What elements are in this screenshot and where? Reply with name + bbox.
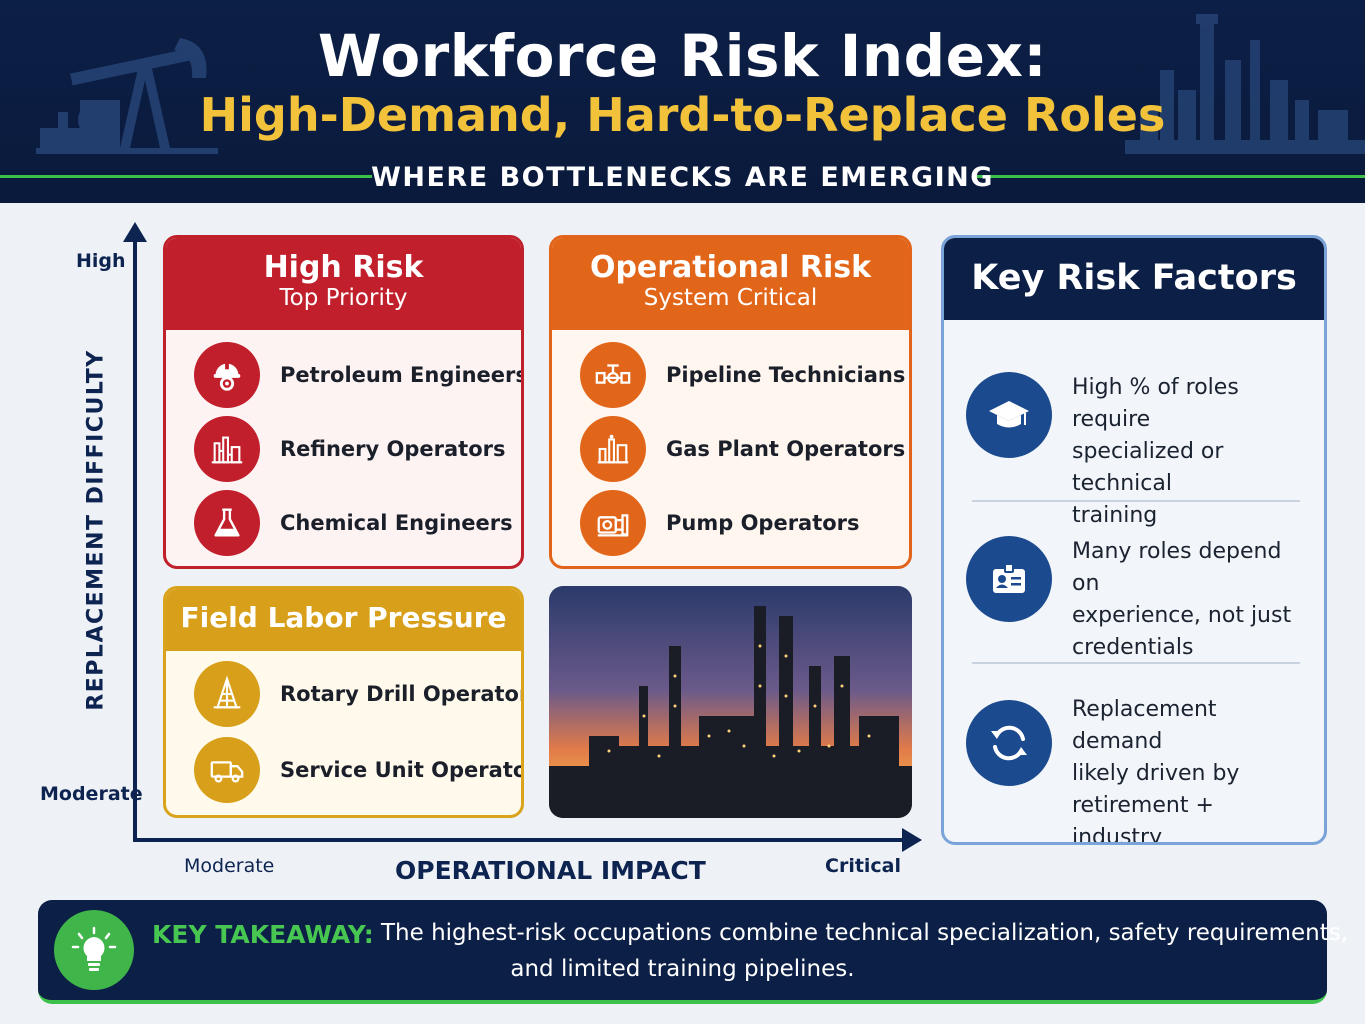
field-labor-quadrant: Field Labor Pressure Rotary Drill Operat…	[163, 586, 524, 818]
x-axis-high-label: Critical	[825, 855, 902, 877]
tagline-row: WHERE BOTTLENECKS ARE EMERGING	[0, 160, 1365, 196]
takeaway-label: KEY TAKEAWAY:	[152, 920, 374, 949]
id-badge-icon	[966, 536, 1052, 622]
x-axis-low-label: Moderate	[184, 855, 275, 877]
field-labor-header: Field Labor Pressure	[166, 589, 521, 651]
risk-factor-item: Replacement demand likely driven by reti…	[966, 694, 1306, 845]
item-label: Gas Plant Operators	[666, 437, 906, 461]
risk-factor-line: specialized or technical	[1072, 439, 1224, 496]
risk-factor-item: Many roles depend on experience, not jus…	[966, 536, 1306, 664]
risk-factor-line: training	[1072, 503, 1158, 528]
refinery-photo	[549, 586, 912, 818]
flask-icon	[194, 490, 260, 556]
field-labor-title: Field Labor Pressure	[180, 601, 507, 634]
list-item: Refinery Operators	[194, 414, 506, 484]
list-item: Gas Plant Operators	[580, 414, 905, 484]
list-item: Service Unit Operators	[194, 735, 524, 805]
risk-factor-line: High % of roles require	[1072, 375, 1239, 432]
risk-factor-line: likely driven by	[1072, 761, 1240, 786]
y-axis-title: REPLACEMENT DIFFICULTY	[83, 349, 109, 711]
item-label: Rotary Drill Operators	[280, 682, 524, 706]
refinery-icon	[194, 416, 260, 482]
refresh-cycle-icon	[966, 700, 1052, 786]
high-risk-subtitle: Top Priority	[279, 285, 408, 311]
item-label: Chemical Engineers	[280, 511, 513, 535]
oil-industry-silhouette-icon	[36, 14, 1365, 154]
page-title: Workforce Risk Index:	[317, 22, 1048, 90]
y-axis-low-label: Moderate	[40, 783, 143, 805]
service-truck-icon	[194, 737, 260, 803]
list-item: Petroleum Engineers	[194, 340, 524, 410]
list-item: Chemical Engineers	[194, 488, 513, 558]
list-item: Pump Operators	[580, 488, 860, 558]
operational-risk-title: Operational Risk	[589, 250, 872, 285]
item-label: Service Unit Operators	[280, 758, 524, 782]
risk-factor-text: Many roles depend on experience, not jus…	[1072, 536, 1306, 664]
page-subtitle: High-Demand, Hard-to-Replace Roles	[199, 88, 1166, 142]
takeaway-text-line1: The highest-risk occupations combine tec…	[381, 920, 1349, 946]
x-axis-title: OPERATIONAL IMPACT	[395, 856, 706, 885]
tagline-rule-left	[0, 175, 372, 178]
high-risk-header: High Risk Top Priority	[166, 238, 521, 330]
key-takeaway-banner: KEY TAKEAWAY: The highest-risk occupatio…	[38, 900, 1348, 1004]
risk-factor-line: experience, not just	[1072, 603, 1292, 628]
graduation-cap-icon	[966, 372, 1052, 458]
y-axis-high-label: High	[76, 250, 126, 272]
risk-factor-text: Replacement demand likely driven by reti…	[1072, 694, 1306, 845]
divider	[972, 662, 1300, 664]
operational-risk-header: Operational Risk System Critical	[552, 238, 909, 330]
tagline-rule-right	[975, 175, 1365, 178]
key-risk-factors-panel: Key Risk Factors High % of roles require…	[941, 235, 1327, 845]
x-axis-arrow-icon	[902, 828, 922, 852]
y-axis-arrow-icon	[123, 222, 147, 242]
high-risk-quadrant: High Risk Top Priority Petroleum Enginee…	[163, 235, 524, 569]
gas-plant-icon	[580, 416, 646, 482]
operational-risk-quadrant: Operational Risk System Critical Pipelin…	[549, 235, 912, 569]
risk-factor-item: High % of roles require specialized or t…	[966, 372, 1306, 532]
engineer-hardhat-icon	[194, 342, 260, 408]
pump-icon	[580, 490, 646, 556]
item-label: Refinery Operators	[280, 437, 506, 461]
list-item: Rotary Drill Operators	[194, 659, 524, 729]
item-label: Petroleum Engineers	[280, 363, 524, 387]
pipeline-valve-icon	[580, 342, 646, 408]
risk-factor-line: retirement + industry	[1072, 793, 1214, 845]
lightbulb-icon	[54, 910, 134, 990]
risk-factor-line: Replacement demand	[1072, 697, 1217, 754]
risk-factor-line: Many roles depend on	[1072, 539, 1282, 596]
header-banner: Workforce Risk Index: High-Demand, Hard-…	[0, 0, 1365, 203]
tagline: WHERE BOTTLENECKS ARE EMERGING	[371, 162, 994, 193]
item-label: Pipeline Technicians	[666, 363, 906, 387]
divider	[972, 500, 1300, 502]
takeaway-text-line2: and limited training pipelines.	[510, 956, 855, 982]
drill-rig-icon	[194, 661, 260, 727]
high-risk-title: High Risk	[263, 250, 424, 285]
key-risk-factors-title: Key Risk Factors	[944, 238, 1324, 320]
operational-risk-subtitle: System Critical	[643, 285, 818, 311]
risk-factor-line: credentials	[1072, 635, 1194, 660]
item-label: Pump Operators	[666, 511, 860, 535]
risk-factor-text: High % of roles require specialized or t…	[1072, 372, 1306, 532]
list-item: Pipeline Technicians	[580, 340, 905, 410]
